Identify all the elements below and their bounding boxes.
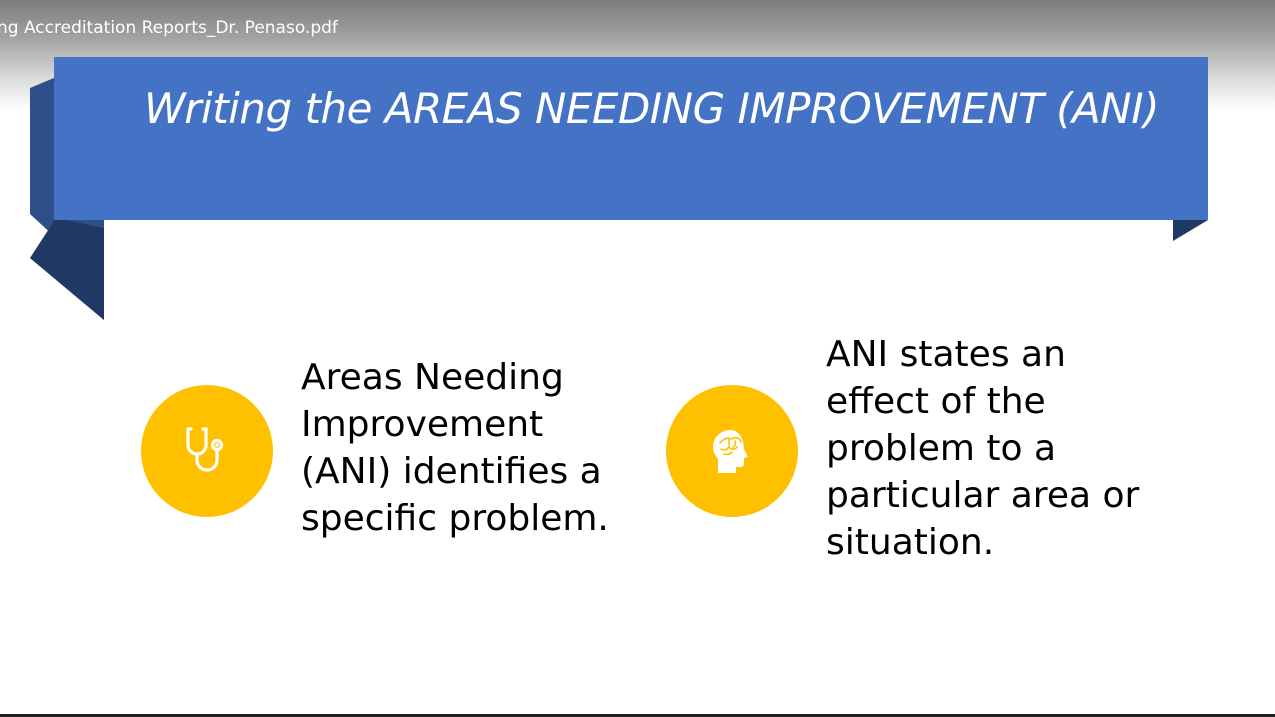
title-banner: Writing the AREAS NEEDING IMPROVEMENT (A… [54,57,1208,220]
point-1-icon-circle [141,385,273,517]
file-name: ng Accreditation Reports_Dr. Penaso.pdf [0,18,338,38]
point-1-text: Areas Needing Improvement (ANI) identifi… [301,357,609,539]
viewer-bottom-border [0,714,1275,717]
point-2-icon-circle [666,385,798,517]
slide-title: Writing the AREAS NEEDING IMPROVEMENT (A… [144,84,1159,133]
point-2-text: ANI states an effect of the problem to a… [826,334,1140,563]
brain-head-icon [713,430,748,473]
stethoscope-icon [186,427,224,472]
